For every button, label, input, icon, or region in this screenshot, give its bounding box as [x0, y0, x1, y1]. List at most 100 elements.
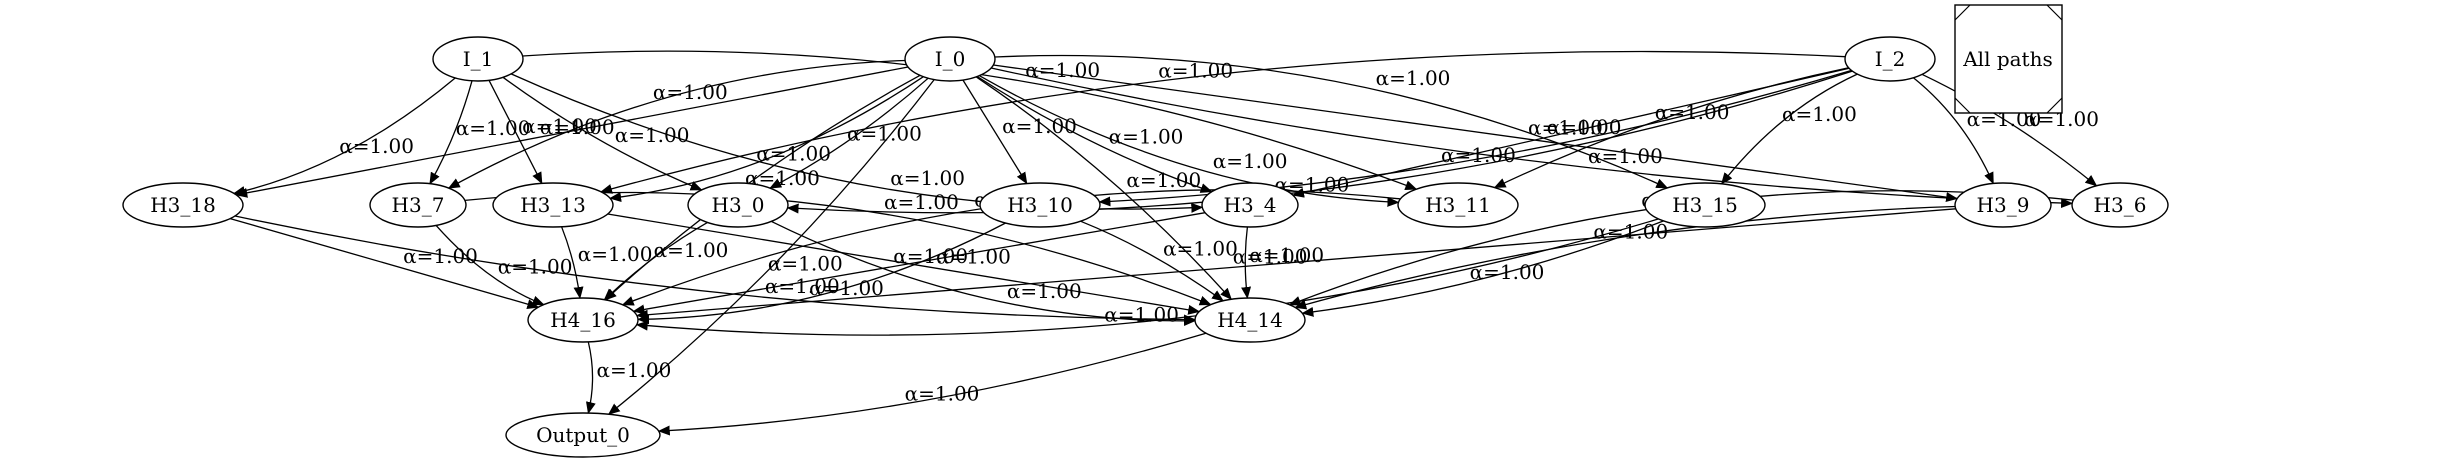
- node-ellipse-H3_6: [2071, 182, 2169, 228]
- edge-I_2-to-H3_15: [1720, 73, 1858, 185]
- node-ellipse-Output_0: [505, 412, 661, 458]
- edge-H3_15-to-H4_16: [635, 218, 1659, 336]
- node-H3_6: H3_6: [2071, 182, 2169, 228]
- edge-label-H3_0-to-H4_16: α=1.00: [654, 238, 729, 262]
- edge-label-I_1-to-H3_0: α=1.00: [615, 123, 690, 147]
- edge-I_2-to-H3_10: [1098, 69, 1852, 207]
- node-I_0: I_0: [904, 36, 996, 82]
- node-H4_14: H4_14: [1194, 297, 1306, 343]
- edge-label-I_0-to-H3_11: α=1.00: [1213, 149, 1288, 173]
- node-ellipse-H3_9: [1954, 182, 2052, 228]
- edge-label-I_2-to-H3_13: α=1.00: [1158, 59, 1233, 83]
- node-H3_15: H3_15: [1644, 182, 1766, 228]
- edge-label-H3_7-to-H4_16: α=1.00: [498, 255, 573, 279]
- edge-label-H3_10-to-H4_14: α=1.00: [1163, 237, 1238, 261]
- edge-H3_0-to-H4_16: [603, 221, 708, 301]
- edge-H3_18-to-H4_16: [230, 217, 540, 309]
- edge-H3_9-to-H4_16: [635, 208, 1956, 320]
- node-label-H3_4: H3_4: [1224, 193, 1277, 217]
- edge-I_0-to-H3_4: [976, 75, 1213, 193]
- node-I_1: I_1: [432, 36, 524, 82]
- edge-I_1-to-H3_13: [488, 80, 543, 185]
- node-ellipse-H3_7: [369, 182, 467, 228]
- node-label-H4_16: H4_16: [550, 308, 616, 332]
- node-H3_13: H3_13: [492, 182, 614, 228]
- node-label-H3_9: H3_9: [1977, 193, 2030, 217]
- edge-label-H3_9-to-H4_14: α=1.00: [1593, 219, 1668, 243]
- edge-I_2-to-H3_11: [1493, 67, 1849, 189]
- node-ellipse-H3_4: [1201, 182, 1299, 228]
- node-ellipse-H3_11: [1397, 182, 1519, 228]
- edge-H4_16-to-Output_0: [585, 341, 596, 415]
- edge-H3_13-to-H4_16: [560, 226, 584, 299]
- edge-label-H3_7-to-H4_14: α=1.00: [884, 190, 959, 214]
- edge-H3_10-to-H4_14: [1080, 220, 1224, 302]
- edge-label-I_0-to-H3_10: α=1.00: [1002, 114, 1077, 138]
- node-Output_0: Output_0: [505, 412, 661, 458]
- edge-I_1-to-H3_7: [429, 80, 473, 185]
- edge-H3_10-to-H4_16: [637, 222, 1006, 325]
- edge-label-I_1-to-H3_4: α=1.00: [890, 166, 965, 190]
- edge-H4_14-to-Output_0: [657, 332, 1207, 436]
- node-H4_16: H4_16: [527, 297, 639, 343]
- edge-label-I_0-to-H3_6: α=1.00: [1588, 144, 1663, 168]
- node-label-I_0: I_0: [935, 47, 966, 71]
- node-H3_10: H3_10: [979, 182, 1101, 228]
- edge-I_0-to-H3_7: [447, 59, 906, 189]
- node-label-I_1: I_1: [463, 47, 494, 71]
- node-H3_0: H3_0: [687, 182, 789, 228]
- node-ellipse-I_2: [1844, 36, 1936, 82]
- legend-box: All paths: [1954, 4, 2063, 114]
- edge-label-H4_16-to-Output_0: α=1.00: [597, 358, 672, 382]
- node-H3_18: H3_18: [122, 182, 244, 228]
- node-ellipse-I_0: [904, 36, 996, 82]
- edge-I_0-to-Output_0: [607, 79, 935, 415]
- edge-I_0-to-H3_13: [609, 76, 924, 202]
- edge-H3_4-to-H4_16: [632, 212, 1206, 315]
- node-label-H3_13: H3_13: [520, 193, 586, 217]
- edge-I_1-to-H3_0: [502, 76, 703, 191]
- edge-label-I_0-to-H3_13: α=1.00: [756, 141, 831, 165]
- node-label-H3_6: H3_6: [2094, 193, 2147, 217]
- node-ellipse-H3_13: [492, 182, 614, 228]
- edge-I_0-to-H3_0: [769, 77, 929, 189]
- edge-label-I_2-to-H3_11: α=1.00: [1655, 100, 1730, 124]
- node-H3_4: H3_4: [1201, 182, 1299, 228]
- edge-label-H3_13-to-H4_16: α=1.00: [578, 242, 653, 266]
- legend-label: All paths: [1962, 47, 2053, 71]
- edge-label-H3_4-to-H4_16: α=1.00: [893, 244, 968, 268]
- node-layer: I_1 I_0 I_2 H3_18 H3_7 H3_13 H3_0 H3_10 H3_4 H3_1…: [122, 36, 2169, 458]
- node-H3_7: H3_7: [369, 182, 467, 228]
- node-label-H4_14: H4_14: [1217, 308, 1283, 332]
- edge-H3_18-to-H4_14: [234, 215, 1196, 325]
- edge-label-H3_15-to-H4_16: α=1.00: [1104, 303, 1179, 327]
- edge-I_0-to-H3_6: [990, 67, 2074, 209]
- node-label-H3_0: H3_0: [712, 193, 765, 217]
- edge-H3_4-to-H4_14: [1241, 226, 1252, 299]
- node-I_2: I_2: [1844, 36, 1936, 82]
- edge-I_0-to-H3_11: [979, 75, 1400, 207]
- node-label-H3_15: H3_15: [1672, 193, 1738, 217]
- edge-I_0-to-H3_10: [962, 79, 1028, 185]
- node-ellipse-I_1: [432, 36, 524, 82]
- edge-label-I_2-to-H3_4: α=1.00: [1547, 115, 1622, 139]
- edge-I_2-to-H3_9: [1912, 77, 1994, 185]
- edge-label-I_1-to-H3_7: α=1.00: [456, 116, 531, 140]
- edge-layer: α=1.00α=1.00α=1.00 α=1.00α=1.00α=1.00α=1.…: [230, 50, 2099, 436]
- node-label-H3_11: H3_11: [1425, 193, 1491, 217]
- edge-label-I_0-to-H3_7: α=1.00: [653, 80, 728, 104]
- edge-label-H3_15-to-H4_14: α=1.00: [1470, 260, 1545, 284]
- edge-label-H4_14-to-Output_0: α=1.00: [905, 382, 980, 406]
- edge-label-H3_9-to-H4_16: α=1.00: [1233, 245, 1308, 269]
- edge-I_1-to-H3_18: [233, 77, 456, 196]
- edge-label-I_2-to-H3_15: α=1.00: [1782, 102, 1857, 126]
- node-ellipse-H3_15: [1644, 182, 1766, 228]
- node-label-H3_10: H3_10: [1007, 193, 1073, 217]
- edge-label-I_0-to-H4_14: α=1.00: [1126, 168, 1201, 192]
- node-ellipse-H3_18: [122, 182, 244, 228]
- edge-I_2-to-H3_6: [1921, 73, 2098, 187]
- edge-label-I_0-to-H3_15: α=1.00: [1376, 66, 1451, 90]
- node-ellipse-H3_0: [687, 182, 789, 228]
- edge-H3_13-to-H4_14: [607, 213, 1201, 315]
- node-ellipse-H4_16: [527, 297, 639, 343]
